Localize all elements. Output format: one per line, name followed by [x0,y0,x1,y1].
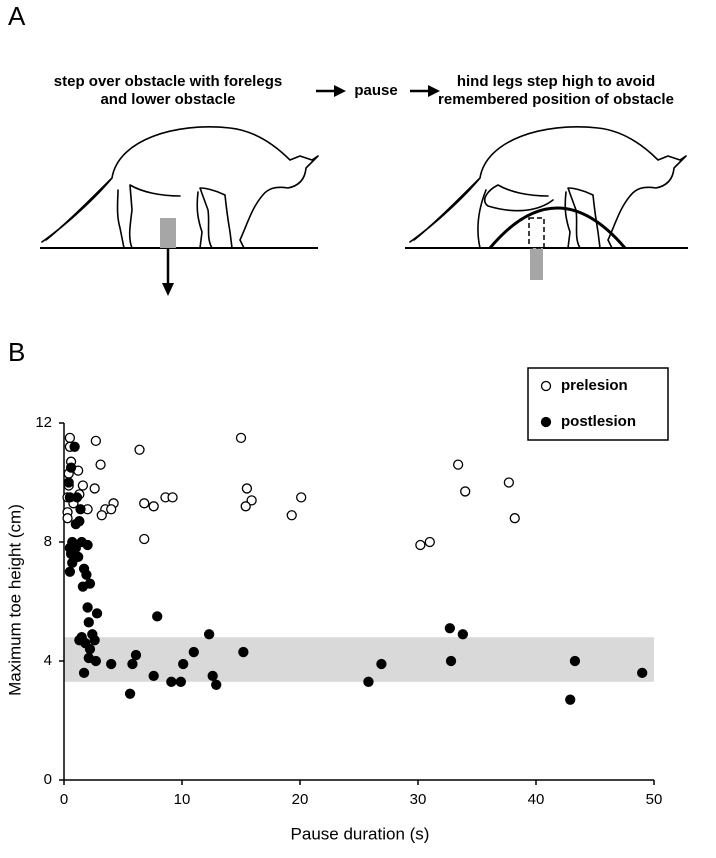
data-point [246,495,257,506]
shaded-band [64,637,654,682]
x-tick-label: 30 [410,791,427,808]
data-point [64,432,76,444]
x-tick-label: 10 [174,791,191,808]
data-point [124,688,136,699]
data-point [457,629,468,640]
data-point [148,501,159,512]
data-point [90,435,102,447]
data-point [81,569,92,580]
data-point [127,658,138,670]
data-point [238,646,249,658]
data-point [69,441,80,452]
data-point [569,655,581,667]
x-tick-label: 50 [646,791,663,808]
data-point [106,658,117,670]
panel-label: A [8,1,26,31]
data-point [286,510,297,521]
data-point [78,667,90,679]
y-tick-label: 0 [44,771,52,788]
data-point [565,694,576,705]
data-point [89,635,100,646]
cat-left [40,126,319,249]
legend-label: postlesion [561,413,636,430]
data-point [167,492,178,503]
panel-label: B [8,337,25,367]
step-text: step over obstacle with forelegs [54,73,282,90]
data-point [460,486,471,497]
data-point [152,611,163,622]
data-point [444,623,456,634]
data-point [75,504,86,515]
data-point [91,608,103,619]
data-point [637,667,648,679]
data-point [376,658,387,670]
data-point [96,510,107,521]
data-point [82,602,93,613]
data-point [424,536,435,548]
data-point [241,483,253,494]
data-point [95,459,106,470]
x-tick-label: 20 [292,791,309,808]
x-tick-label: 40 [528,791,545,808]
data-point [84,643,96,655]
x-tick-label: 0 [60,791,68,808]
legend-box [527,367,669,441]
data-point [106,504,117,515]
data-point [148,670,159,682]
data-point [166,676,177,687]
legend-marker [540,416,552,428]
data-point [63,477,74,488]
cat-right [405,126,688,280]
step-text: pause [354,82,397,99]
y-tick-label: 4 [44,652,52,669]
data-point [83,617,94,628]
data-point [452,459,464,470]
legend-label: prelesion [561,377,628,394]
y-axis-label: Maximum toe height (cm) [5,504,24,696]
data-point [235,432,247,444]
data-point [77,480,89,491]
data-point [445,655,457,667]
step-text: remembered position of obstacle [438,91,674,108]
data-point [240,501,251,512]
data-point [64,542,76,554]
data-point [134,444,145,455]
data-point [188,646,199,658]
data-point [74,516,85,527]
data-point [67,557,78,568]
data-point [503,477,515,488]
step-text: hind legs step high to avoid [457,73,655,90]
data-point [139,533,150,545]
data-point [62,513,73,524]
data-point [64,566,76,577]
arrows [162,85,440,296]
data-point [89,483,100,494]
data-point [77,581,89,592]
data-point [415,539,426,551]
y-tick-label: 12 [35,414,52,431]
data-point [363,676,374,687]
data-point [175,676,186,687]
data-point [65,462,77,473]
y-tick-label: 8 [44,533,52,550]
data-point [71,492,83,503]
data-point [296,492,307,503]
data-point [203,629,215,640]
data-point [509,513,520,524]
x-axis-label: Pause duration (s) [291,824,430,843]
data-point [139,498,150,509]
data-point [90,655,102,667]
data-point [73,551,84,563]
step-text: and lower obstacle [100,91,235,108]
data-point [211,679,222,690]
data-point [207,670,218,682]
legend-marker [540,380,552,392]
data-point [178,658,189,670]
data-point [82,539,93,551]
data-point [130,649,142,661]
